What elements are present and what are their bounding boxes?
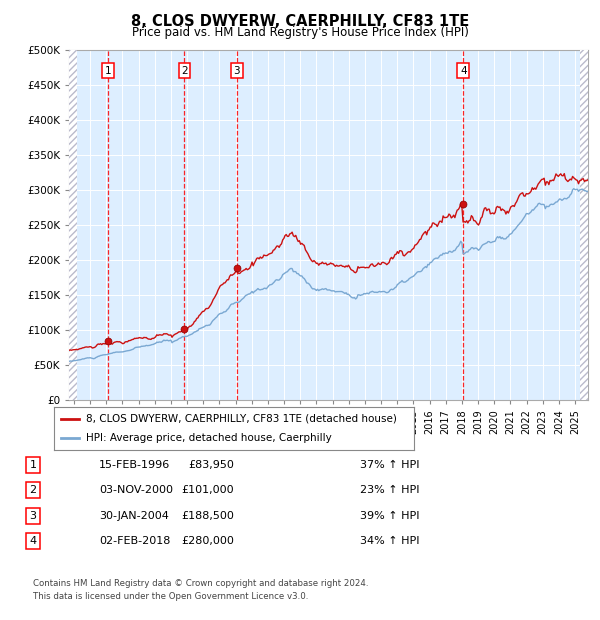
Text: HPI: Average price, detached house, Caerphilly: HPI: Average price, detached house, Caer… [86, 433, 332, 443]
Text: 8, CLOS DWYERW, CAERPHILLY, CF83 1TE: 8, CLOS DWYERW, CAERPHILLY, CF83 1TE [131, 14, 469, 29]
Text: 4: 4 [460, 66, 467, 76]
Text: 30-JAN-2004: 30-JAN-2004 [99, 511, 169, 521]
Text: £188,500: £188,500 [181, 511, 234, 521]
Text: Price paid vs. HM Land Registry's House Price Index (HPI): Price paid vs. HM Land Registry's House … [131, 26, 469, 39]
Text: 1: 1 [29, 460, 37, 470]
Text: 8, CLOS DWYERW, CAERPHILLY, CF83 1TE (detached house): 8, CLOS DWYERW, CAERPHILLY, CF83 1TE (de… [86, 414, 397, 423]
Text: 3: 3 [29, 511, 37, 521]
Text: 23% ↑ HPI: 23% ↑ HPI [360, 485, 419, 495]
Text: This data is licensed under the Open Government Licence v3.0.: This data is licensed under the Open Gov… [33, 592, 308, 601]
Text: £83,950: £83,950 [188, 460, 234, 470]
Text: 15-FEB-1996: 15-FEB-1996 [99, 460, 170, 470]
Text: 39% ↑ HPI: 39% ↑ HPI [360, 511, 419, 521]
Text: Contains HM Land Registry data © Crown copyright and database right 2024.: Contains HM Land Registry data © Crown c… [33, 578, 368, 588]
Text: 3: 3 [233, 66, 240, 76]
Text: 2: 2 [181, 66, 188, 76]
Text: £280,000: £280,000 [181, 536, 234, 546]
Text: 02-FEB-2018: 02-FEB-2018 [99, 536, 170, 546]
Text: 03-NOV-2000: 03-NOV-2000 [99, 485, 173, 495]
Text: 4: 4 [29, 536, 37, 546]
Text: 37% ↑ HPI: 37% ↑ HPI [360, 460, 419, 470]
Text: 34% ↑ HPI: 34% ↑ HPI [360, 536, 419, 546]
Text: £101,000: £101,000 [181, 485, 234, 495]
Bar [580, 50, 588, 400]
Text: 1: 1 [105, 66, 112, 76]
Bar [69, 50, 77, 400]
Text: 2: 2 [29, 485, 37, 495]
